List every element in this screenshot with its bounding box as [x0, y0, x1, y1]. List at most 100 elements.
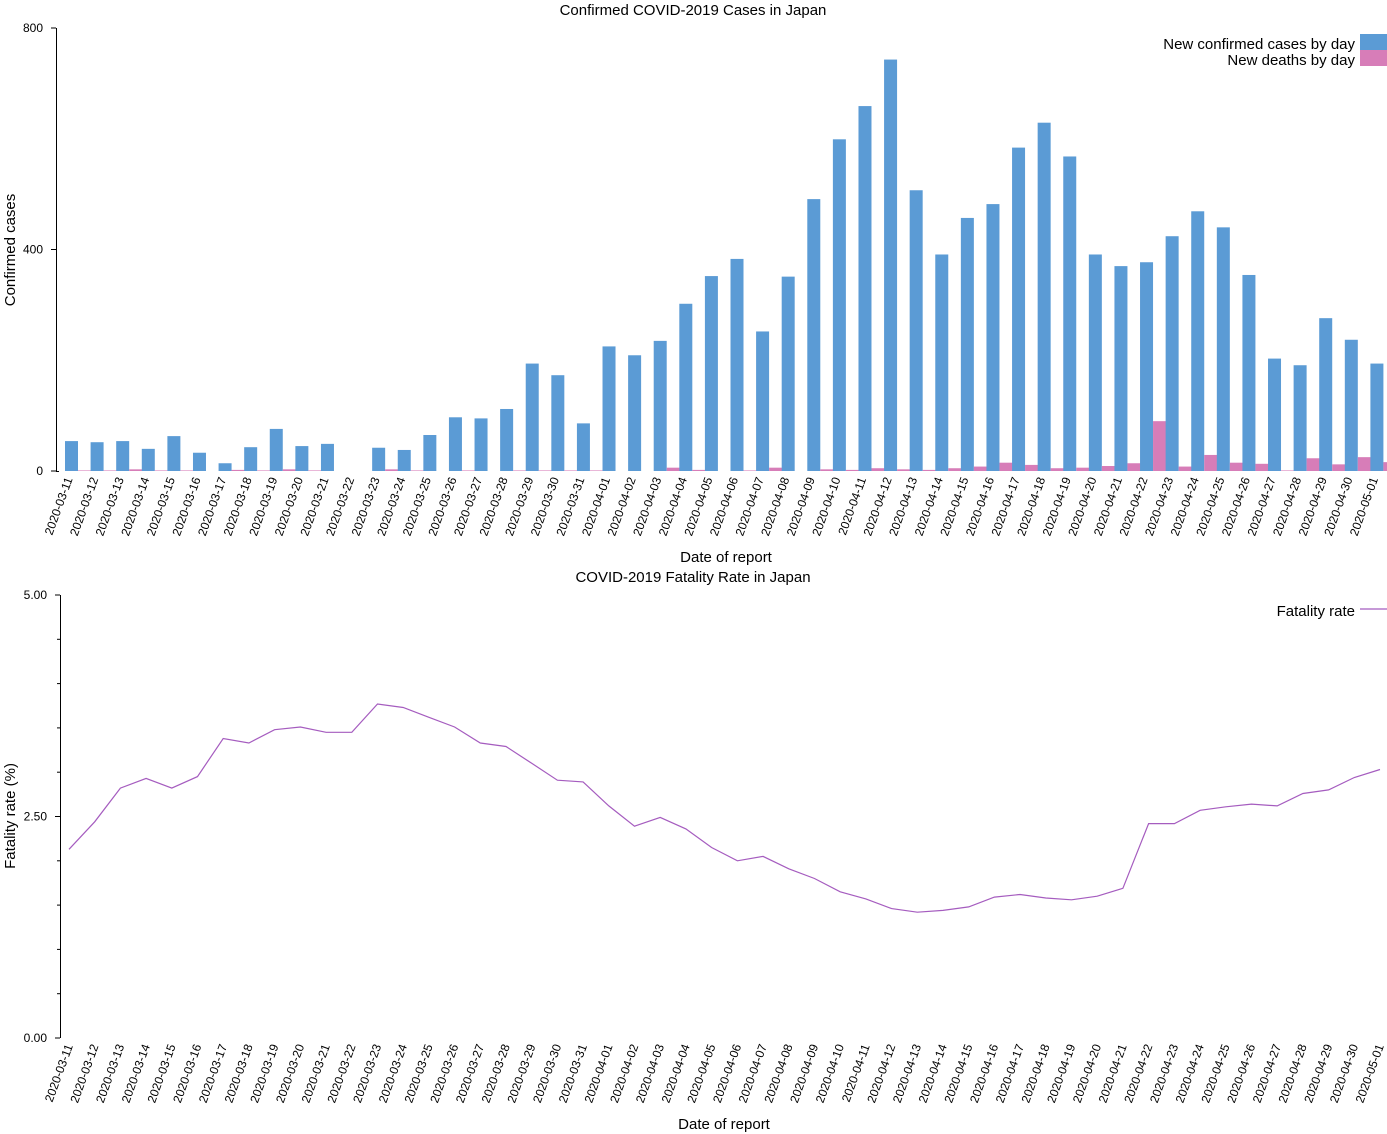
legend-cases-label: New confirmed cases by day — [1163, 36, 1355, 53]
deaths-bar — [1229, 462, 1243, 471]
deaths-bar — [513, 470, 527, 471]
cases-bar — [730, 258, 744, 471]
deaths-bar — [922, 469, 936, 471]
fatality-x-axis-label: Date of report — [678, 1116, 771, 1133]
fatality-chart: COVID-2019 Fatality Rate in Japan Fatali… — [2, 569, 1387, 1133]
deaths-bar — [1357, 457, 1371, 471]
cases-bar — [474, 418, 488, 471]
cases-bar — [218, 463, 232, 471]
cases-x-ticks: 2020-03-112020-03-122020-03-132020-03-14… — [42, 475, 1381, 538]
legend-fatality-label: Fatality rate — [1277, 603, 1355, 620]
deaths-bar — [1101, 466, 1115, 471]
cases-bar — [320, 443, 334, 471]
deaths-bar — [1306, 458, 1320, 471]
fatality-y-tick-label: 5.00 — [24, 588, 48, 602]
cases-bar — [244, 447, 258, 471]
cases-bar — [525, 363, 539, 471]
cases-bar — [1140, 262, 1154, 471]
cases-y-tick-label: 800 — [23, 21, 43, 35]
cases-bar — [576, 423, 590, 471]
cases-bar — [909, 190, 923, 471]
cases-bar — [602, 346, 616, 471]
cases-bar — [1293, 365, 1307, 471]
cases-bar — [1370, 363, 1384, 471]
deaths-bar — [897, 469, 911, 471]
deaths-bar — [78, 470, 91, 471]
cases-bar — [756, 331, 770, 471]
deaths-bar — [410, 470, 424, 471]
deaths-bar — [1383, 462, 1387, 471]
cases-y-ticks: 0 400 800 — [23, 21, 59, 478]
cases-y-tick-label: 400 — [23, 243, 43, 257]
deaths-bar — [308, 470, 322, 471]
cases-bar — [884, 59, 898, 471]
cases-bar — [116, 441, 130, 471]
cases-y-axis-label: Confirmed cases — [2, 194, 19, 307]
cases-bar — [65, 441, 78, 471]
cases-bar — [781, 276, 795, 471]
fatality-x-ticks: 2020-03-112020-03-122020-03-132020-03-14… — [42, 1042, 1387, 1105]
cases-bars — [65, 59, 1387, 472]
cases-bar — [1216, 227, 1230, 471]
fatality-y-ticks: 0.00 2.50 5.00 — [24, 588, 60, 1045]
deaths-bar — [1153, 421, 1167, 471]
deaths-bar — [129, 469, 143, 471]
deaths-bar — [948, 468, 962, 471]
cases-y-tick-label: 0 — [36, 464, 43, 478]
fatality-legend: Fatality rate — [1277, 603, 1387, 620]
deaths-bar — [666, 467, 680, 471]
cases-bar — [986, 204, 1000, 471]
deaths-bar — [820, 469, 834, 471]
fatality-line-layer — [68, 703, 1381, 913]
cases-bar — [653, 340, 667, 471]
cases-chart: Confirmed COVID-2019 Cases in Japan Conf… — [2, 2, 1387, 566]
cases-bar — [1268, 358, 1282, 471]
cases-x-axis-label: Date of report — [680, 549, 773, 566]
cases-bar — [628, 355, 642, 471]
cases-bar — [832, 139, 846, 471]
deaths-bar — [461, 470, 475, 471]
cases-bar — [500, 408, 514, 471]
deaths-bar — [999, 462, 1013, 471]
legend-cases-swatch — [1360, 34, 1387, 50]
legend-deaths-swatch — [1360, 50, 1387, 66]
cases-bar — [269, 428, 283, 471]
cases-bar — [679, 303, 693, 471]
deaths-bar — [1204, 454, 1218, 471]
cases-bar — [167, 436, 181, 471]
cases-bar — [1319, 318, 1333, 471]
deaths-bar — [1127, 463, 1141, 471]
deaths-bar — [282, 469, 296, 471]
cases-bar — [1012, 147, 1026, 472]
cases-chart-title: Confirmed COVID-2019 Cases in Japan — [560, 2, 827, 19]
deaths-bar — [564, 470, 578, 471]
cases-bar — [1088, 254, 1102, 471]
deaths-bar — [1025, 464, 1039, 471]
cases-bar — [1165, 236, 1179, 471]
cases-bar — [1114, 266, 1128, 471]
deaths-bar — [257, 470, 271, 471]
deaths-bar — [692, 469, 706, 471]
deaths-bar — [385, 469, 399, 471]
deaths-bar — [845, 469, 859, 471]
fatality-y-axis-label: Fatality rate (%) — [2, 763, 19, 869]
deaths-bar — [1281, 470, 1295, 471]
deaths-bar — [973, 466, 987, 471]
fatality-rate-line — [68, 703, 1381, 913]
cases-bar — [1344, 339, 1358, 471]
deaths-bar — [154, 470, 168, 471]
cases-bar — [141, 448, 155, 471]
deaths-bar — [1255, 463, 1269, 471]
cases-bar — [1191, 211, 1205, 471]
deaths-bar — [1076, 467, 1090, 471]
fatality-y-tick-label: 0.00 — [24, 1031, 48, 1045]
cases-bar — [704, 276, 718, 471]
cases-bar — [192, 452, 206, 471]
cases-legend: New confirmed cases by day New deaths by… — [1163, 34, 1387, 69]
deaths-bar — [1050, 468, 1064, 471]
legend-deaths-label: New deaths by day — [1227, 52, 1355, 69]
deaths-bar — [538, 470, 552, 471]
deaths-bar — [231, 469, 245, 471]
deaths-bar — [769, 467, 783, 471]
